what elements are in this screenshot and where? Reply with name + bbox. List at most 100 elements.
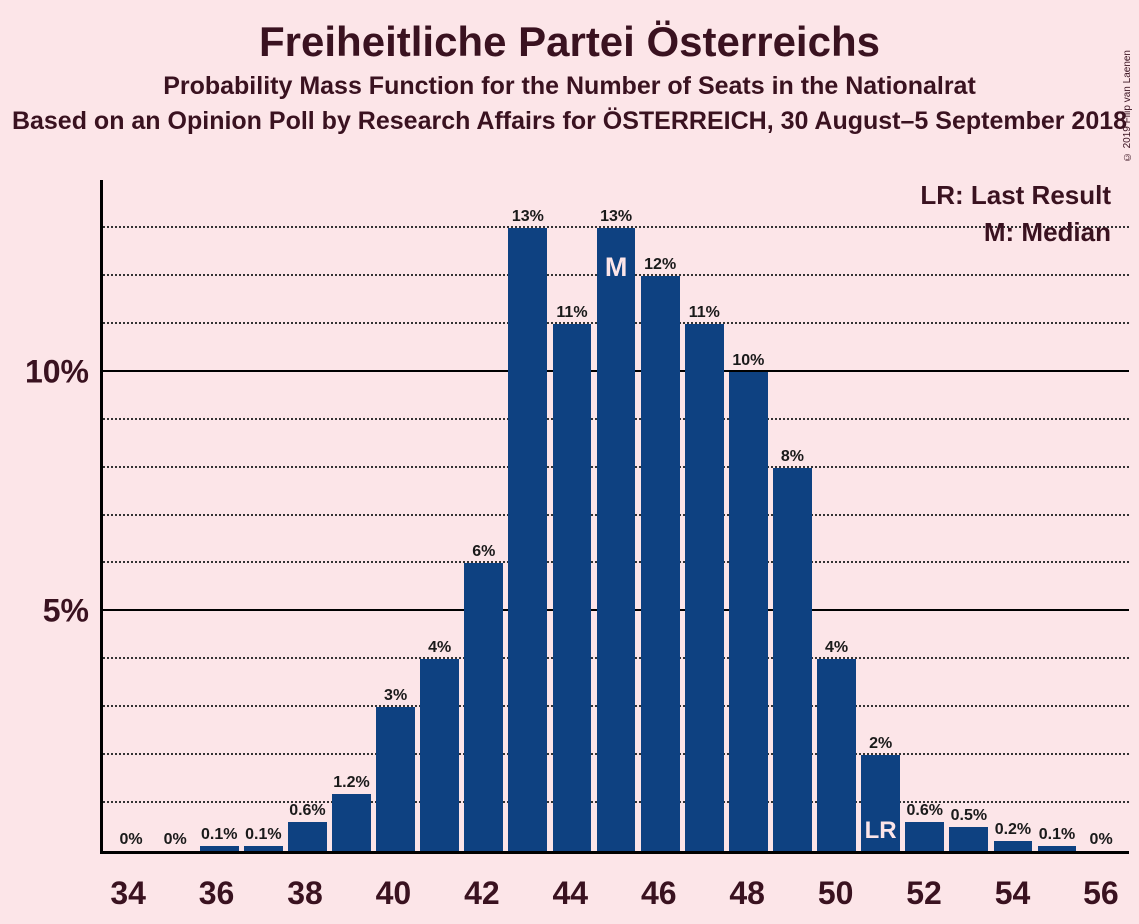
chart-subtitle2: Based on an Opinion Poll by Research Aff…: [0, 101, 1139, 136]
bar: [685, 324, 724, 851]
bar-value-label: 10%: [732, 352, 764, 370]
bar-value-label: 12%: [644, 256, 676, 274]
bar-slot: 0.1%: [197, 180, 241, 851]
x-axis-label: 36: [194, 875, 238, 912]
bar: [332, 794, 371, 852]
bar-value-label: 11%: [556, 304, 587, 322]
bar-slot: 11%: [682, 180, 726, 851]
bar-slot: 0.5%: [947, 180, 991, 851]
bar-value-label: 0.6%: [907, 802, 943, 820]
bar: [817, 659, 856, 851]
bar-value-label: 3%: [384, 687, 407, 705]
x-axis-label: 46: [637, 875, 681, 912]
bar: [905, 822, 944, 851]
bar-slot: 0%: [1079, 180, 1123, 851]
bar: [508, 228, 547, 851]
bar-slot: 0%: [109, 180, 153, 851]
bar: [994, 841, 1033, 851]
bar-slot: 0.2%: [991, 180, 1035, 851]
bar-value-label: 8%: [781, 448, 804, 466]
chart-title: Freiheitliche Partei Österreichs: [0, 0, 1139, 66]
bar-slot: 0.1%: [1035, 180, 1079, 851]
bar: [1038, 846, 1077, 851]
y-axis-label: 10%: [25, 353, 89, 390]
bar-slot: 4%: [418, 180, 462, 851]
bar: M: [597, 228, 636, 851]
bar-value-label: 4%: [428, 639, 451, 657]
bar: [949, 827, 988, 851]
x-axis-label: [1035, 875, 1079, 912]
bar-slot: 6%: [462, 180, 506, 851]
bar-slot: 13% M: [594, 180, 638, 851]
bar-slot: 3%: [374, 180, 418, 851]
bar-value-label: 13%: [600, 208, 632, 226]
bar: [464, 563, 503, 851]
bar-value-label: 11%: [689, 304, 720, 322]
x-axis-label: [416, 875, 460, 912]
x-axis-label: 40: [371, 875, 415, 912]
chart-container: LR: Last Result M: Median 5% 10% 0% 0% 0.1%…: [0, 170, 1139, 924]
bar-value-label: 0%: [119, 831, 142, 849]
x-axis-label: [327, 875, 371, 912]
x-axis-label: [239, 875, 283, 912]
bar-value-label: 0%: [1090, 831, 1113, 849]
bar: [420, 659, 459, 851]
bar-slot: 10%: [726, 180, 770, 851]
bar-slot: 8%: [770, 180, 814, 851]
legend: LR: Last Result M: Median: [920, 180, 1111, 254]
x-axis-label: [858, 875, 902, 912]
bar-slot: 1.2%: [329, 180, 373, 851]
x-axis-label: [150, 875, 194, 912]
last-result-marker: LR: [861, 817, 900, 845]
plot-area: LR: Last Result M: Median 5%10% 0%0%0.1%…: [100, 180, 1129, 854]
bar-slot: 13%: [506, 180, 550, 851]
bar: [641, 276, 680, 851]
bar-slot: 0.1%: [241, 180, 285, 851]
bar: [773, 468, 812, 851]
bar-value-label: 0.1%: [201, 826, 237, 844]
bar: [729, 372, 768, 851]
bar: [200, 846, 239, 851]
y-axis-label: 5%: [43, 593, 89, 630]
bar: LR: [861, 755, 900, 851]
x-axis-label: 44: [548, 875, 592, 912]
x-axis-label: 50: [814, 875, 858, 912]
bar-value-label: 1.2%: [333, 774, 369, 792]
x-axis-label: [592, 875, 636, 912]
bar-slot: 0.6%: [903, 180, 947, 851]
x-axis-label: 38: [283, 875, 327, 912]
x-axis-label: [769, 875, 813, 912]
bars-group: 0% 0% 0.1% 0.1% 0.6% 1.2% 3% 4% 6% 13% 11% 13% M 12% 1…: [103, 180, 1129, 851]
bar: [288, 822, 327, 851]
x-axis-label: 34: [106, 875, 150, 912]
bar-value-label: 2%: [869, 735, 892, 753]
x-axis-label: 54: [990, 875, 1034, 912]
bar-slot: 0%: [153, 180, 197, 851]
legend-m: M: Median: [920, 217, 1111, 248]
copyright-text: © 2019 Filip van Laenen: [1122, 50, 1133, 162]
bar: [244, 846, 283, 851]
bar-value-label: 6%: [472, 543, 495, 561]
bar-value-label: 0.1%: [245, 826, 281, 844]
bar-slot: 4%: [815, 180, 859, 851]
bar-slot: 11%: [550, 180, 594, 851]
bar-slot: 0.6%: [285, 180, 329, 851]
bar-value-label: 0.1%: [1039, 826, 1075, 844]
bar-slot: 2% LR: [859, 180, 903, 851]
x-axis-label: [681, 875, 725, 912]
x-axis-label: 42: [460, 875, 504, 912]
bar-value-label: 4%: [825, 639, 848, 657]
x-axis-label: [946, 875, 990, 912]
legend-lr: LR: Last Result: [920, 180, 1111, 211]
x-axis-label: [504, 875, 548, 912]
bar-slot: 12%: [638, 180, 682, 851]
median-marker: M: [597, 252, 636, 283]
bar-value-label: 0%: [164, 831, 187, 849]
chart-subtitle: Probability Mass Function for the Number…: [0, 66, 1139, 101]
bar-value-label: 13%: [512, 208, 544, 226]
bar-value-label: 0.5%: [951, 807, 987, 825]
bar-value-label: 0.6%: [289, 802, 325, 820]
x-axis-label: 48: [725, 875, 769, 912]
bar: [553, 324, 592, 851]
x-axis-label: 52: [902, 875, 946, 912]
